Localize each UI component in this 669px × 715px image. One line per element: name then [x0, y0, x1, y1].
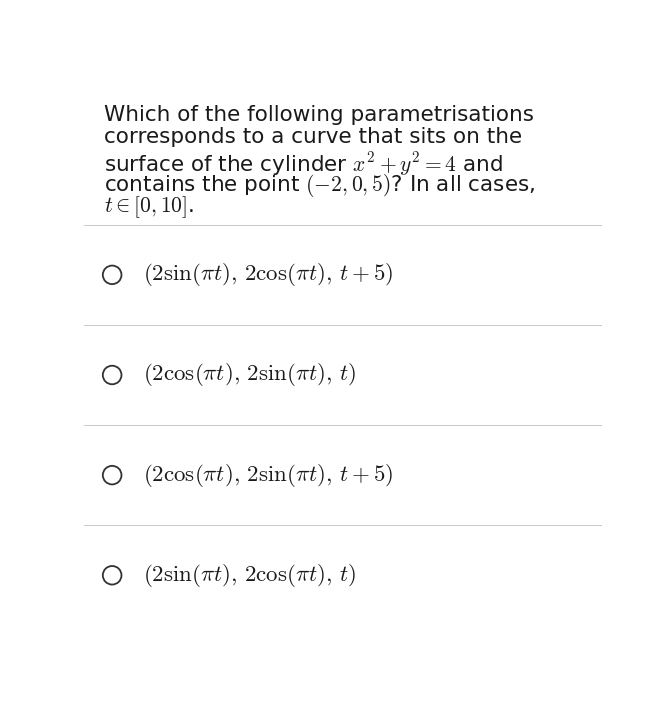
- Text: surface of the cylinder $x^2 + y^2 = 4$ and: surface of the cylinder $x^2 + y^2 = 4$ …: [104, 150, 503, 177]
- Text: $(2\cos(\pi t),\, 2\sin(\pi t),\, t+5)$: $(2\cos(\pi t),\, 2\sin(\pi t),\, t+5)$: [143, 462, 393, 488]
- Text: contains the point $(-2, 0, 5)$? In all cases,: contains the point $(-2, 0, 5)$? In all …: [104, 172, 536, 199]
- Text: $(2\sin(\pi t),\, 2\cos(\pi t),\, t+5)$: $(2\sin(\pi t),\, 2\cos(\pi t),\, t+5)$: [143, 262, 393, 288]
- Text: $(2\cos(\pi t),\, 2\sin(\pi t),\, t)$: $(2\cos(\pi t),\, 2\sin(\pi t),\, t)$: [143, 362, 357, 388]
- Text: $t \in [0, 10]$.: $t \in [0, 10]$.: [104, 194, 195, 220]
- Text: $(2\sin(\pi t),\, 2\cos(\pi t),\, t)$: $(2\sin(\pi t),\, 2\cos(\pi t),\, t)$: [143, 562, 357, 588]
- Text: corresponds to a curve that sits on the: corresponds to a curve that sits on the: [104, 127, 522, 147]
- Text: Which of the following parametrisations: Which of the following parametrisations: [104, 105, 535, 125]
